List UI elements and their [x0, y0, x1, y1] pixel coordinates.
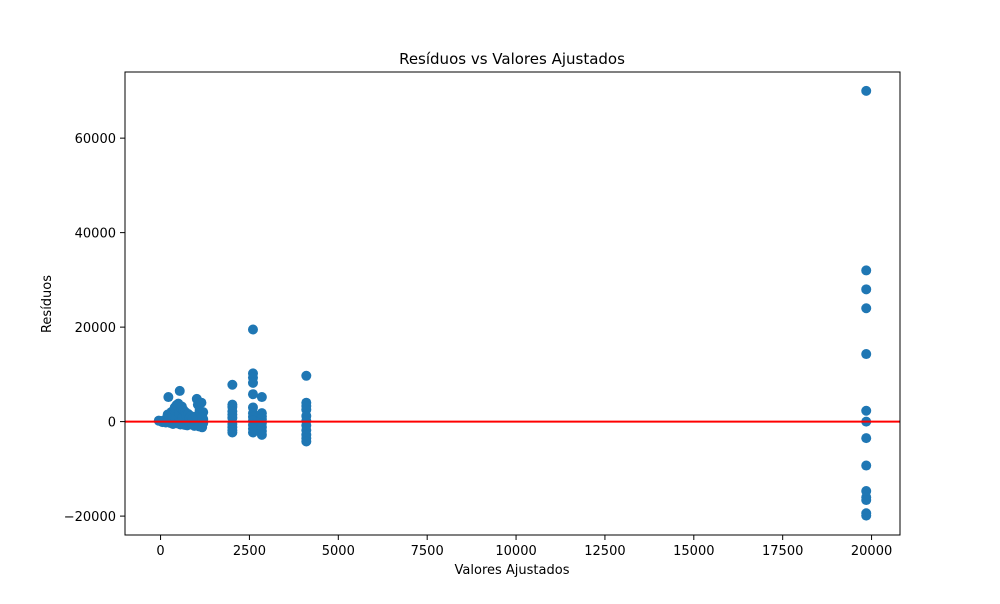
points-layer — [153, 85, 872, 521]
data-point — [861, 349, 872, 360]
data-point — [861, 433, 872, 444]
chart-title: Resíduos vs Valores Ajustados — [399, 50, 625, 68]
y-tick-label: 60000 — [75, 132, 116, 147]
data-point — [256, 429, 267, 440]
data-point — [197, 412, 208, 423]
data-point — [301, 370, 312, 381]
data-point — [861, 85, 872, 96]
x-tick-label: 5000 — [322, 544, 355, 559]
data-point — [227, 379, 238, 390]
data-point — [861, 495, 872, 506]
data-point — [247, 324, 258, 335]
y-axis-ticks: −20000 0 20000 40000 60000 — [64, 132, 125, 525]
x-tick-label: 15000 — [673, 544, 714, 559]
x-tick-label: 10000 — [495, 544, 536, 559]
x-tick-label: 2500 — [233, 544, 266, 559]
x-tick-label: 7500 — [411, 544, 444, 559]
data-point — [227, 427, 238, 438]
data-point — [861, 510, 872, 521]
y-tick-label: 20000 — [75, 321, 116, 336]
data-point — [256, 392, 267, 403]
data-point — [301, 436, 312, 447]
data-point — [163, 392, 174, 403]
plot-frame — [124, 71, 901, 536]
data-point — [247, 389, 258, 400]
y-axis-label: Resíduos — [40, 275, 55, 333]
x-axis-ticks: 0 2500 5000 7500 10000 12500 15000 17500 20000 — [156, 535, 892, 559]
x-tick-label: 17500 — [762, 544, 803, 559]
data-point — [247, 377, 258, 388]
x-tick-label: 20000 — [851, 544, 892, 559]
y-tick-label: 0 — [108, 416, 116, 431]
x-tick-label: 0 — [156, 544, 164, 559]
data-point — [861, 405, 872, 416]
y-tick-label: 40000 — [75, 227, 116, 242]
data-point — [174, 385, 185, 396]
data-point — [196, 397, 207, 408]
data-point — [861, 303, 872, 314]
data-point — [861, 265, 872, 276]
data-point — [861, 460, 872, 471]
data-point — [861, 284, 872, 295]
data-point — [247, 427, 258, 438]
x-tick-label: 12500 — [584, 544, 625, 559]
x-axis-label: Valores Ajustados — [455, 563, 570, 578]
y-tick-label: −20000 — [64, 510, 116, 525]
